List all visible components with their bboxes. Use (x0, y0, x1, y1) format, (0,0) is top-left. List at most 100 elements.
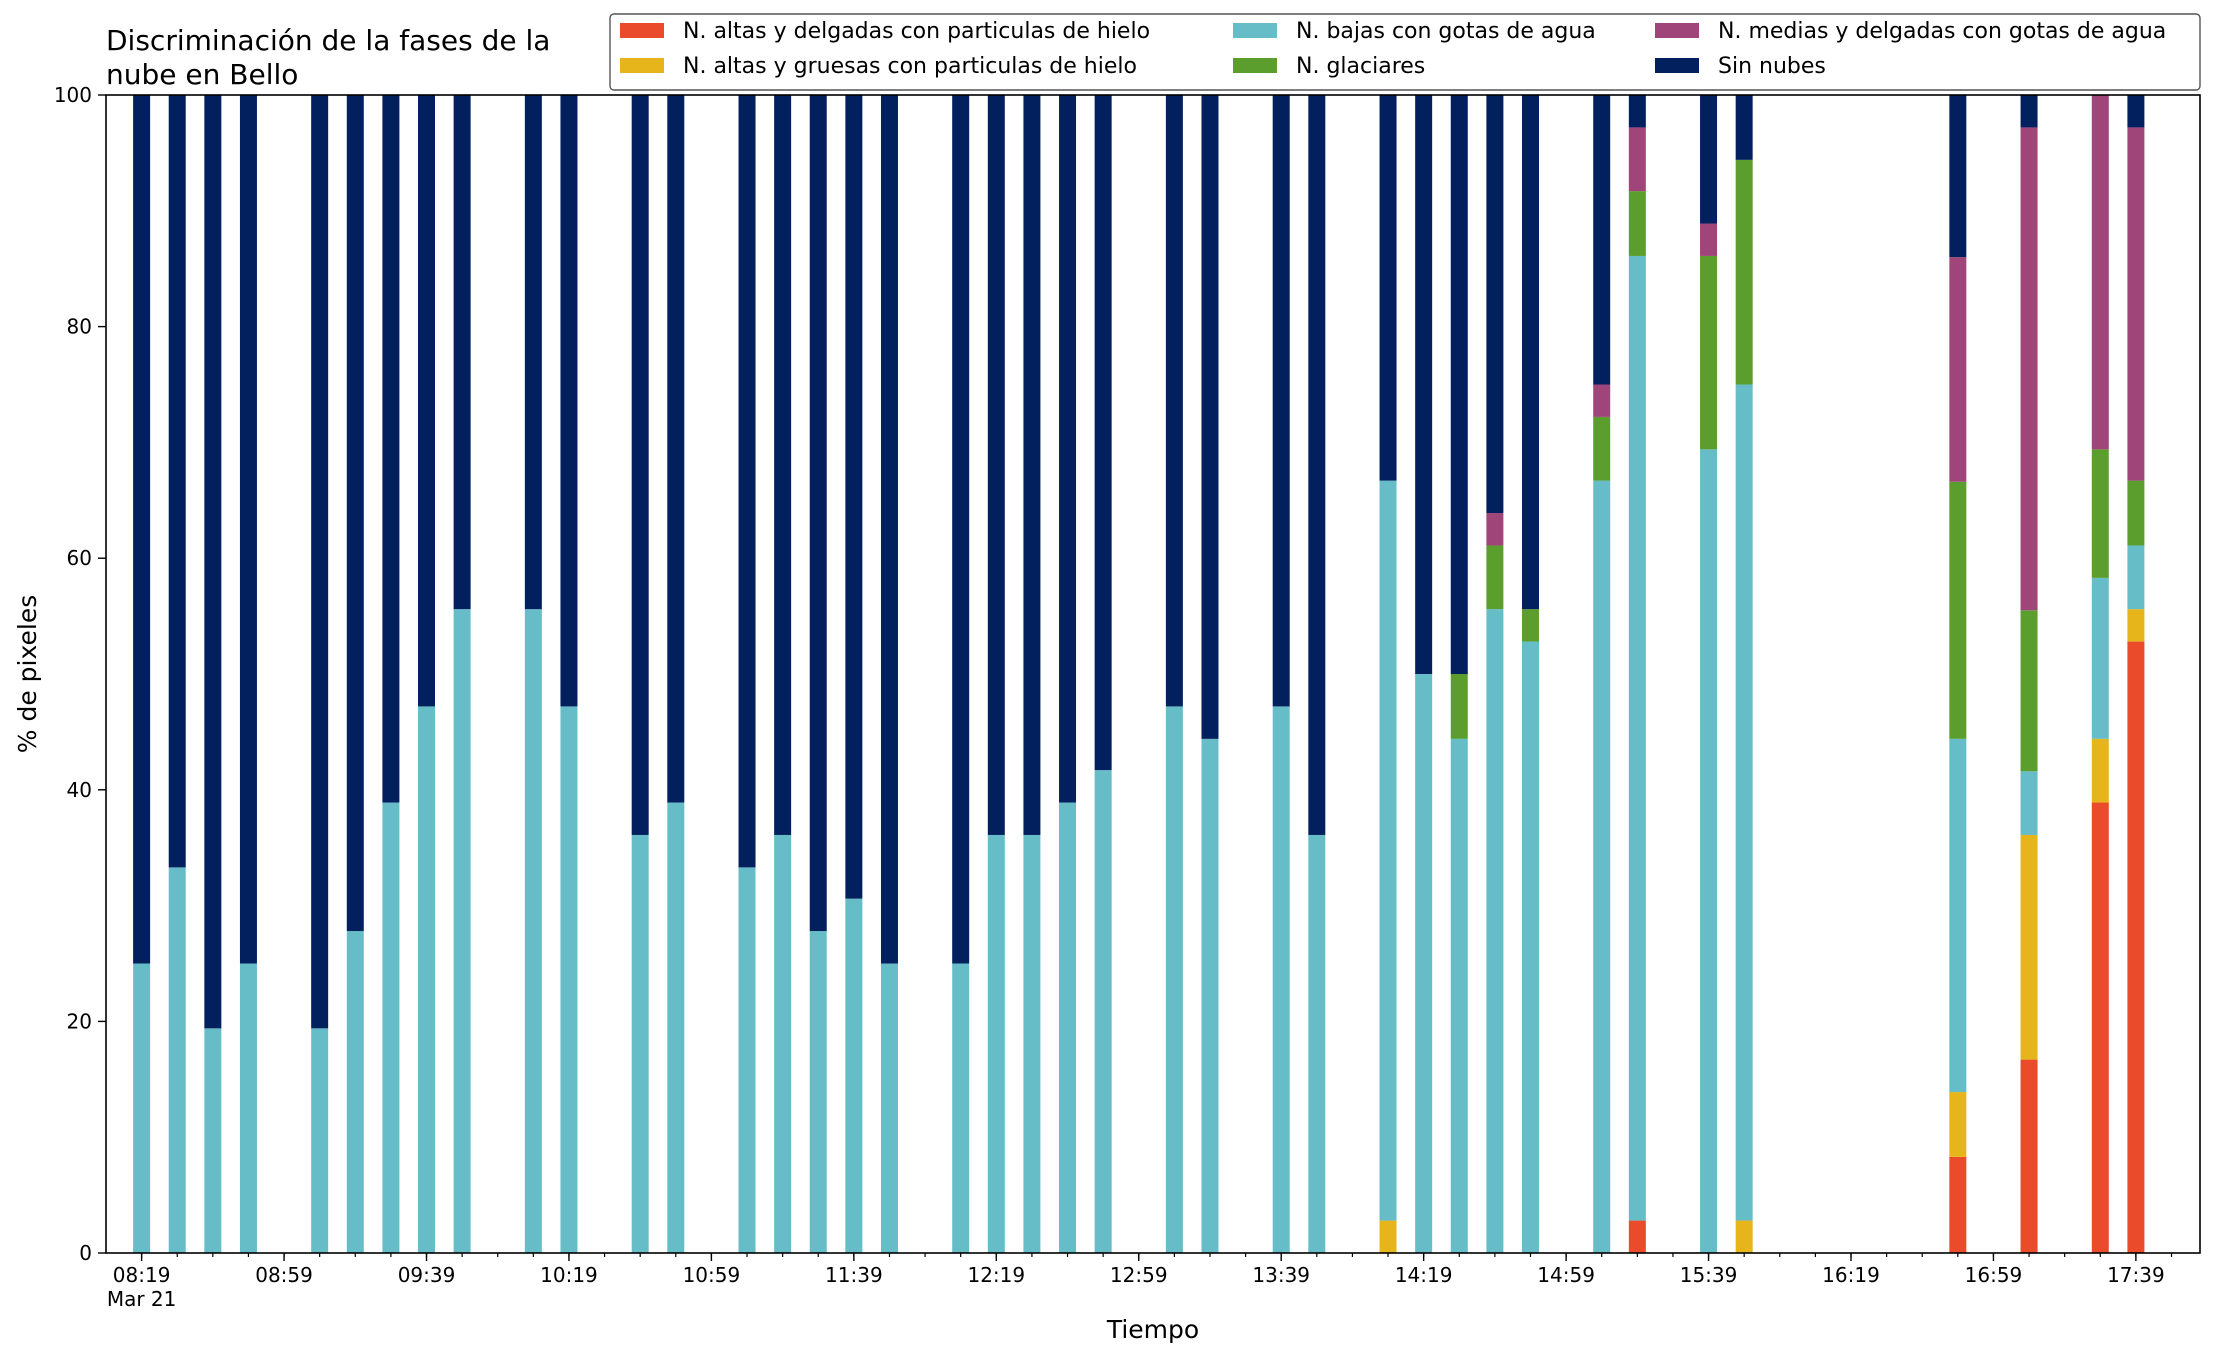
legend-label-altas_delgadas: N. altas y delgadas con particulas de hi… (683, 19, 1150, 44)
bar-segment-bajas (346, 931, 364, 1253)
bar-segment-bajas (133, 963, 151, 1253)
y-tick-label: 20 (67, 1009, 92, 1033)
bar-stack-0849 (239, 95, 257, 1253)
bar-segment-bajas (239, 963, 257, 1253)
bar-segment-sin_nubes (1379, 95, 1397, 481)
y-tick-label: 0 (79, 1241, 92, 1265)
bar-segment-sin_nubes (1486, 95, 1504, 514)
bar-segment-sin_nubes (952, 95, 970, 964)
bar-segment-glaciares (2020, 610, 2038, 772)
bar-segment-glaciares (1700, 255, 1718, 450)
bar-segment-bajas (524, 609, 542, 1253)
legend-swatch-medias (1655, 23, 1699, 38)
bar-stack-1009 (524, 95, 542, 1253)
bar-stack-1449 (1521, 95, 1539, 1253)
legend-label-glaciares: N. glaciares (1296, 54, 1425, 79)
bar-segment-bajas (311, 1028, 329, 1253)
bar-segment-altas_gruesas (2091, 738, 2109, 803)
x-tick-sublabel: Mar 21 (107, 1287, 177, 1311)
legend-swatch-sin_nubes (1655, 58, 1699, 73)
bar-segment-sin_nubes (1272, 95, 1290, 707)
bar-segment-medias (2020, 127, 2038, 611)
x-tick-label: 10:59 (683, 1263, 741, 1287)
bar-segment-glaciares (1486, 545, 1504, 610)
bar-segment-altas_delgadas (1949, 1156, 1967, 1253)
bar-segment-bajas (1165, 706, 1183, 1253)
bar-segment-bajas (667, 802, 685, 1253)
bar-stack-1429 (1450, 95, 1468, 1253)
bar-segment-sin_nubes (1165, 95, 1183, 707)
bar-segment-bajas (1272, 706, 1290, 1253)
bar-stack-1309 (1165, 95, 1183, 1253)
bar-segment-sin_nubes (738, 95, 756, 868)
axes-frame (105, 94, 2201, 1254)
bar-segment-sin_nubes (382, 95, 400, 803)
y-tick-label: 60 (67, 546, 92, 570)
bar-stack-1409 (1379, 95, 1397, 1253)
bar-stack-0819 (133, 95, 151, 1253)
bar-segment-altas_gruesas (2020, 834, 2038, 1060)
bar-segment-sin_nubes (1593, 95, 1611, 385)
bar-segment-bajas (1379, 480, 1397, 1221)
bar-segment-medias (2091, 95, 2109, 450)
bar-segment-bajas (1486, 609, 1504, 1253)
bar-stack-1519 (1628, 95, 1646, 1253)
x-tick-label: 15:39 (1680, 1263, 1738, 1287)
bar-segment-sin_nubes (1521, 95, 1539, 610)
bar-segment-bajas (952, 963, 970, 1253)
bar-stack-1419 (1415, 95, 1433, 1253)
bar-segment-sin_nubes (239, 95, 257, 964)
bar-segment-bajas (382, 802, 400, 1253)
bar-segment-bajas (418, 706, 436, 1253)
bar-stack-0909 (311, 95, 329, 1253)
bar-segment-sin_nubes (1308, 95, 1326, 835)
legend-swatch-glaciares (1233, 58, 1277, 73)
bar-stack-1049 (667, 95, 685, 1253)
x-tick-label: 10:19 (540, 1263, 598, 1287)
bar-segment-sin_nubes (1059, 95, 1077, 803)
bar-segment-bajas (774, 834, 792, 1253)
bar-stack-1349 (1308, 95, 1326, 1253)
bar-segment-sin_nubes (418, 95, 436, 707)
y-tick-label: 100 (54, 83, 92, 107)
bar-segment-altas_gruesas (1949, 1092, 1967, 1157)
bar-segment-bajas (1023, 834, 1041, 1253)
legend-label-bajas: N. bajas con gotas de agua (1296, 19, 1596, 44)
bar-segment-glaciares (2127, 480, 2145, 546)
bar-segment-altas_gruesas (1735, 1220, 1753, 1253)
legend-swatch-altas_delgadas (620, 23, 664, 38)
x-tick-label: 16:19 (1822, 1263, 1880, 1287)
bar-segment-sin_nubes (524, 95, 542, 610)
bar-stack-1549 (1735, 95, 1753, 1253)
bar-segment-sin_nubes (1735, 95, 1753, 160)
bar-segment-bajas (204, 1028, 222, 1253)
bar-segment-glaciares (1628, 191, 1646, 256)
legend-swatch-bajas (1233, 23, 1277, 38)
bar-segment-altas_delgadas (2091, 802, 2109, 1253)
x-tick-label: 14:59 (1537, 1263, 1595, 1287)
bar-segment-medias (2127, 127, 2145, 481)
bars-layer (133, 95, 2145, 1254)
bar-segment-medias (1949, 257, 1967, 482)
bar-stack-1109 (738, 95, 756, 1253)
bar-segment-bajas (1949, 738, 1967, 1093)
bar-segment-glaciares (1450, 674, 1468, 739)
bar-segment-glaciares (1593, 416, 1611, 481)
bar-segment-glaciares (1949, 481, 1967, 739)
bar-segment-bajas (845, 898, 863, 1253)
x-tick-label: 08:19 (113, 1263, 171, 1287)
y-tick-label: 80 (67, 315, 92, 339)
bar-segment-bajas (1735, 384, 1753, 1221)
bar-stack-1039 (631, 95, 649, 1253)
bar-stack-1319 (1201, 95, 1219, 1253)
bar-segment-sin_nubes (1700, 95, 1718, 224)
bar-stack-1229 (1023, 95, 1041, 1253)
bar-segment-sin_nubes (667, 95, 685, 803)
bar-stack-1209 (952, 95, 970, 1253)
bar-segment-sin_nubes (809, 95, 827, 932)
bar-segment-bajas (1201, 738, 1219, 1253)
bar-segment-sin_nubes (631, 95, 649, 835)
bar-segment-bajas (1308, 834, 1326, 1253)
